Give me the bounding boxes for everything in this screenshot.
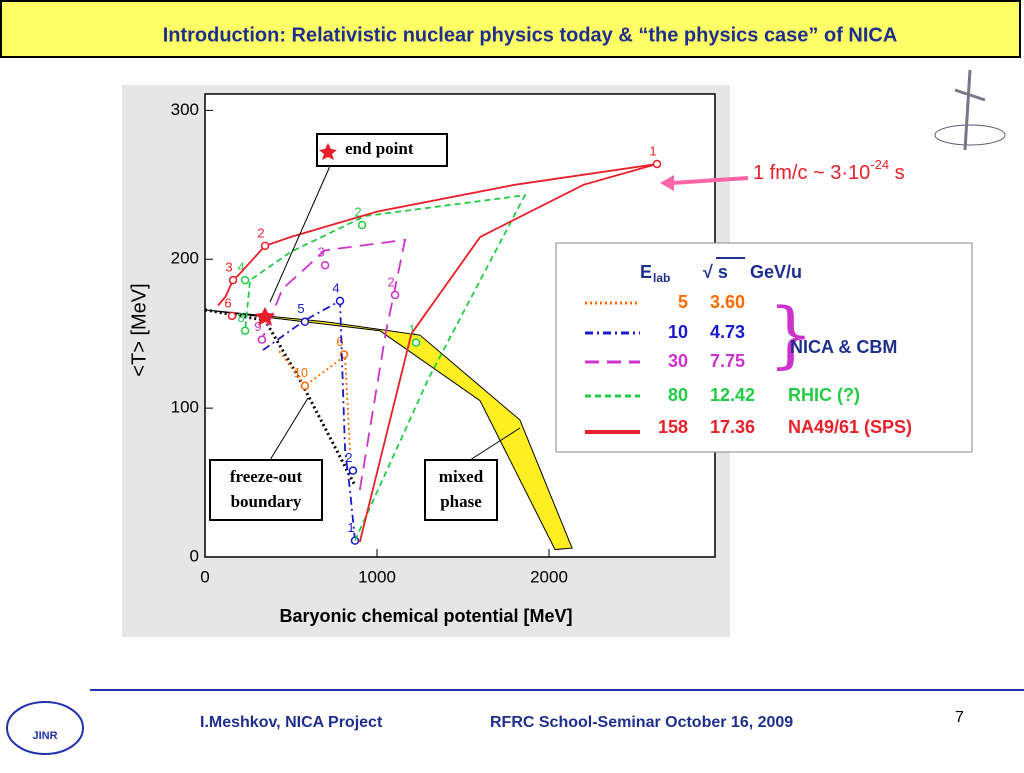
point-marker bbox=[320, 260, 330, 270]
point-label: 1 bbox=[408, 322, 415, 337]
trajectory bbox=[261, 238, 407, 491]
brace-label: NICA & CBM bbox=[790, 337, 897, 357]
point-marker bbox=[335, 296, 345, 306]
legend-header: lab bbox=[653, 271, 670, 285]
annotation-box bbox=[424, 459, 498, 521]
trajectory bbox=[262, 299, 356, 541]
point-marker bbox=[357, 220, 367, 230]
point-label: 1 bbox=[347, 520, 354, 535]
annotation: boundary bbox=[231, 492, 302, 511]
point-label: 3 bbox=[225, 260, 232, 275]
legend-energy: 5 bbox=[678, 292, 688, 312]
x-tick-label: 2000 bbox=[530, 567, 568, 586]
legend-note: RHIC (?) bbox=[788, 385, 860, 405]
y-tick-label: 200 bbox=[171, 249, 199, 268]
legend-box bbox=[555, 242, 973, 453]
legend-header: E bbox=[640, 262, 652, 282]
point-label: 9 bbox=[254, 319, 261, 334]
legend-header: GeV/u bbox=[750, 262, 802, 282]
logo-text: JINR bbox=[32, 730, 57, 742]
point-marker bbox=[390, 290, 400, 300]
note-unit: s bbox=[889, 162, 905, 184]
x-axis-label: Baryonic chemical potential [MeV] bbox=[279, 606, 572, 626]
y-tick-label: 100 bbox=[171, 398, 199, 417]
point-marker bbox=[240, 275, 250, 285]
point-label: 10 bbox=[294, 365, 308, 380]
annotation: freeze-out bbox=[230, 467, 303, 486]
point-marker bbox=[348, 466, 358, 475]
annotation: mixed bbox=[439, 467, 484, 486]
point-marker bbox=[652, 159, 662, 169]
logo-angel bbox=[934, 69, 1006, 151]
point-label: 4 bbox=[332, 280, 339, 295]
point-marker bbox=[227, 311, 237, 321]
point-label: 5 bbox=[297, 301, 304, 316]
y-tick-label: 0 bbox=[190, 546, 199, 565]
mixed-phase bbox=[204, 309, 573, 551]
trajectory bbox=[276, 348, 351, 450]
arrow bbox=[671, 176, 749, 185]
point-label: 3 bbox=[317, 245, 324, 260]
point-label: 8 bbox=[237, 310, 244, 325]
point-marker bbox=[300, 381, 310, 391]
annotation-box bbox=[209, 459, 323, 521]
arrowhead bbox=[660, 175, 674, 191]
arrow bbox=[469, 427, 521, 461]
legend-sqrt-s: 3.60 bbox=[710, 292, 745, 312]
annotation: phase bbox=[440, 492, 482, 511]
point-marker bbox=[260, 241, 270, 251]
point-marker bbox=[300, 317, 310, 327]
point-marker bbox=[411, 338, 421, 347]
x-tick-label: 1000 bbox=[358, 567, 396, 586]
y-axis-label: <T> [MeV] bbox=[128, 283, 150, 376]
point-label: 2 bbox=[257, 225, 264, 240]
point-marker bbox=[240, 326, 250, 335]
point-label: 2 bbox=[387, 274, 394, 289]
point-label: 2 bbox=[345, 450, 352, 465]
legend-header: √ s bbox=[703, 262, 728, 282]
note-text: 1 fm/c ~ 3·10 bbox=[753, 162, 870, 184]
footer-author: I.Meshkov, NICA Project bbox=[200, 714, 383, 731]
point-label: 6 bbox=[336, 334, 343, 349]
note-sup: -24 bbox=[870, 157, 889, 172]
note: 1 fm/c ~ 3·10-24 s bbox=[753, 157, 905, 184]
arrow bbox=[269, 397, 309, 461]
star-icon bbox=[319, 143, 337, 160]
annotation: end point bbox=[345, 139, 414, 158]
legend-sqrt-s: 12.42 bbox=[710, 385, 755, 405]
header-box bbox=[0, 0, 1021, 58]
x-tick-label: 0 bbox=[200, 567, 209, 586]
brace: } bbox=[768, 292, 814, 376]
point-label: 4 bbox=[237, 260, 244, 275]
legend-note: NA49/61 (SPS) bbox=[788, 417, 912, 437]
y-tick-label: 300 bbox=[171, 100, 199, 119]
legend-sqrt-s: 7.75 bbox=[710, 351, 745, 371]
point-marker bbox=[228, 275, 238, 285]
point-label: 2 bbox=[354, 204, 361, 219]
legend-energy: 80 bbox=[668, 385, 688, 405]
end-point bbox=[255, 306, 276, 326]
legend-energy: 158 bbox=[658, 417, 688, 437]
legend-energy: 10 bbox=[668, 322, 688, 342]
arrow bbox=[269, 165, 331, 303]
page-number: 7 bbox=[955, 709, 964, 726]
logo bbox=[6, 701, 84, 755]
annotation-box bbox=[316, 133, 448, 167]
legend-sqrt-s: 4.73 bbox=[710, 322, 745, 342]
point-marker bbox=[257, 335, 267, 344]
legend-energy: 30 bbox=[668, 351, 688, 371]
legend-sqrt-s: 17.36 bbox=[710, 417, 755, 437]
footer-event: RFRC School-Seminar October 16, 2009 bbox=[490, 714, 793, 731]
title: Introduction: Relativistic nuclear physi… bbox=[163, 24, 898, 46]
point-label: 6 bbox=[224, 295, 231, 310]
point-label: 1 bbox=[649, 143, 656, 158]
